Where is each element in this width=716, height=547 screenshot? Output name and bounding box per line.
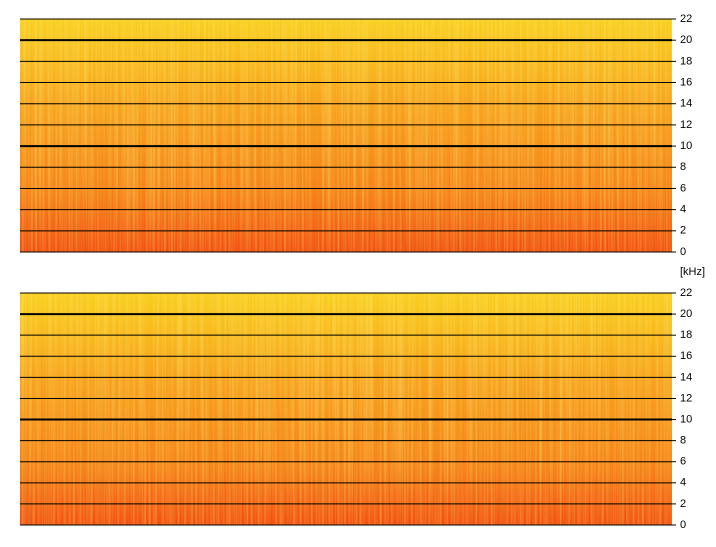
y-tick-label: 14: [680, 371, 692, 383]
y-tick-label: 12: [680, 392, 692, 404]
y-tick-label: 16: [680, 350, 692, 362]
y-tick-label: 10: [680, 140, 692, 152]
y-tick-label: 22: [680, 287, 692, 299]
y-tick-label: 4: [680, 204, 686, 216]
y-tick-label: 6: [680, 182, 686, 194]
y-tick-label: 4: [680, 477, 686, 489]
spectrogram-grain: [20, 19, 672, 252]
y-tick-label: 8: [680, 161, 686, 173]
y-tick-label: 16: [680, 76, 692, 88]
y-tick-label: 0: [680, 246, 686, 258]
y-tick-label: 10: [680, 413, 692, 425]
y-tick-label: 6: [680, 456, 686, 468]
y-tick-label: 14: [680, 98, 692, 110]
y-tick-label: 12: [680, 119, 692, 131]
spectrogram-grain: [20, 293, 672, 525]
y-tick-label: 2: [680, 498, 686, 510]
y-tick-label: 18: [680, 329, 692, 341]
y-tick-label: 0: [680, 519, 686, 531]
y-tick-label: 20: [680, 34, 692, 46]
y-tick-label: 8: [680, 435, 686, 447]
y-tick-label: 22: [680, 13, 692, 25]
y-tick-label: 2: [680, 225, 686, 237]
y-axis-unit: [kHz]: [680, 266, 705, 278]
y-tick-label: 20: [680, 308, 692, 320]
y-tick-label: 18: [680, 55, 692, 67]
